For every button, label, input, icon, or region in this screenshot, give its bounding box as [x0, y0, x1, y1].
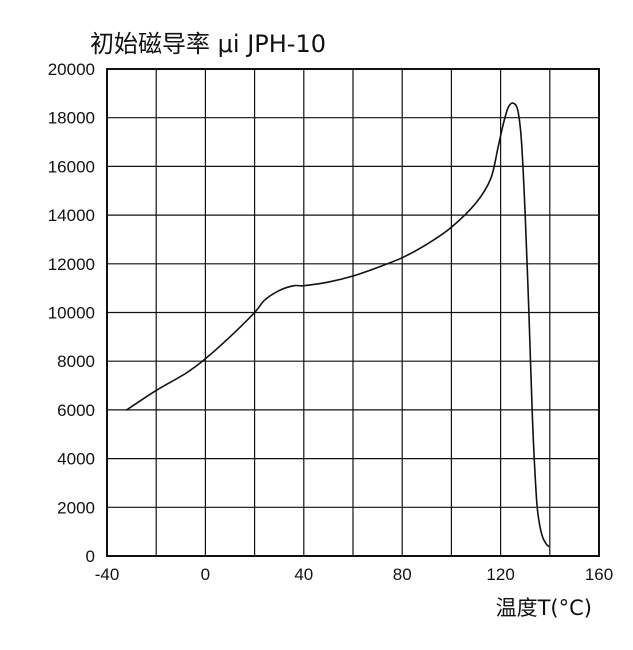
y-tick-label: 20000: [48, 60, 95, 79]
chart-title: 初始磁导率 μi JPH-10: [90, 30, 326, 58]
plot-frame: [106, 68, 600, 557]
grid-lines: [107, 69, 599, 556]
axis-ticks: 0 2000 4000 6000 8000 10000 12000 14000 16000 180…: [48, 60, 613, 584]
x-tick-label: 40: [294, 565, 313, 584]
y-tick-label: 18000: [48, 109, 95, 128]
y-tick-label: 2000: [57, 498, 95, 517]
x-tick-label: -40: [95, 565, 120, 584]
x-tick-label: 120: [486, 565, 514, 584]
y-tick-label: 8000: [57, 352, 95, 371]
y-tick-label: 14000: [48, 206, 95, 225]
y-tick-label: 10000: [48, 304, 95, 323]
y-tick-label: 16000: [48, 157, 95, 176]
x-tick-label: 0: [201, 565, 210, 584]
y-tick-label: 6000: [57, 401, 95, 420]
x-tick-label: 160: [585, 565, 613, 584]
x-tick-label: 80: [393, 565, 412, 584]
x-axis-title: 温度T(°C): [496, 596, 592, 620]
y-tick-label: 4000: [57, 450, 95, 469]
y-tick-label: 0: [86, 547, 95, 566]
series-line-permeability: [125, 102, 550, 548]
y-tick-label: 12000: [48, 255, 95, 274]
